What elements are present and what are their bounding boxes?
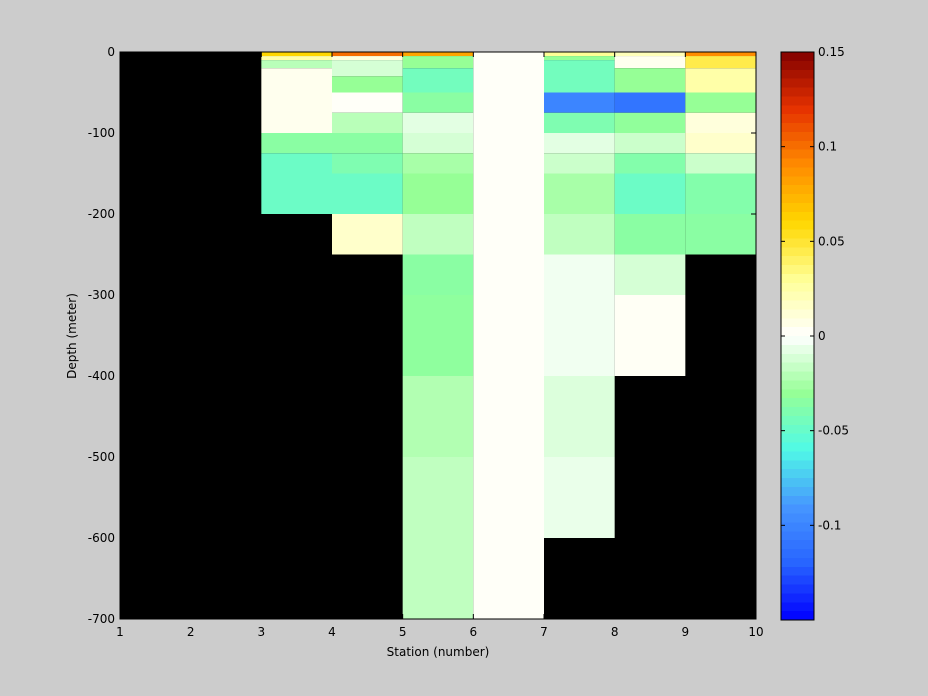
heatmap-cell	[332, 52, 403, 57]
heatmap-cell	[402, 68, 474, 93]
heatmap-cell	[402, 295, 474, 376]
heatmap-cell	[261, 56, 332, 61]
heatmap-cell	[685, 56, 756, 69]
heatmap-cell	[261, 153, 332, 214]
colorbar: 0.15 0.1 0.05 0 -0.05 -0.1	[780, 45, 849, 621]
heatmap-cell	[544, 457, 615, 538]
heatmap-cells	[261, 52, 756, 619]
colorbar-tick-label: -0.1	[818, 518, 841, 532]
heatmap-cell	[402, 457, 474, 619]
colorbar-tick-label: -0.05	[818, 424, 849, 438]
heatmap-cell	[402, 52, 474, 57]
heatmap-cell	[685, 92, 756, 113]
y-axis: 0 -100 -200 -300 -400 -500 -600 -700	[88, 45, 756, 626]
y-tick-label: -200	[88, 207, 115, 221]
heatmap-cell	[332, 56, 403, 61]
heatmap-cell	[332, 60, 403, 77]
colorbar-ticks: 0.15 0.1 0.05 0 -0.05 -0.1	[781, 45, 849, 532]
x-axis: 1 2 3 4 5 6 7 8 9 10	[116, 52, 764, 639]
heatmap-cell	[544, 133, 615, 154]
heatmap-cell	[614, 153, 686, 174]
x-tick-label: 7	[540, 625, 548, 639]
y-tick-label: -400	[88, 369, 115, 383]
x-tick-label: 4	[328, 625, 336, 639]
heatmap-cell	[402, 376, 474, 457]
heatmap-cell	[402, 56, 474, 69]
heatmap-cell	[544, 376, 615, 457]
heatmap-cell	[332, 92, 403, 113]
heatmap-cell	[614, 133, 686, 154]
heatmap-cell	[261, 52, 332, 57]
x-tick-label: 10	[748, 625, 763, 639]
heatmap-cell	[332, 133, 403, 154]
heatmap-cell	[544, 112, 615, 133]
x-tick-label: 1	[116, 625, 124, 639]
y-tick-label: -600	[88, 531, 115, 545]
x-tick-label: 3	[258, 625, 266, 639]
x-tick-label: 6	[470, 625, 478, 639]
heatmap-cell	[614, 295, 686, 376]
heatmap-cell	[544, 60, 615, 93]
heatmap-cell	[614, 112, 686, 133]
heatmap-cell	[614, 254, 686, 295]
heatmap-cell	[332, 173, 403, 214]
heatmap-cell	[332, 214, 403, 255]
y-axis-label: Depth (meter)	[65, 293, 79, 379]
heatmap-cell	[544, 214, 615, 255]
heatmap-cell	[261, 133, 332, 154]
heatmap-cell	[402, 112, 474, 133]
heatmap-cell	[685, 112, 756, 133]
heatmap-cell	[402, 153, 474, 174]
heatmap-cell	[614, 173, 686, 214]
x-tick-label: 8	[611, 625, 619, 639]
heatmap-cell	[332, 76, 403, 93]
heatmap-cell	[402, 254, 474, 295]
heatmap-cell	[685, 214, 756, 255]
heatmap-cell	[332, 153, 403, 174]
heatmap-cell	[544, 92, 615, 113]
heatmap-cell	[402, 173, 474, 214]
plot-frame	[119, 51, 757, 620]
plot-area	[119, 51, 757, 620]
heatmap-cell	[544, 254, 615, 376]
heatmap-cell	[614, 52, 686, 57]
colorbar-fill	[781, 52, 814, 620]
heatmap-cell	[261, 60, 332, 69]
x-axis-label: Station (number)	[387, 645, 490, 659]
heatmap-cell	[685, 133, 756, 154]
heatmap-cell	[473, 52, 544, 619]
heatmap-cell	[544, 52, 615, 57]
heatmap-cell	[614, 68, 686, 93]
x-tick-label: 9	[682, 625, 690, 639]
heatmap-cell	[332, 112, 403, 133]
colorbar-tick-label: 0.1	[818, 140, 837, 154]
heatmap-cell	[544, 173, 615, 214]
heatmap-cell	[685, 68, 756, 93]
heatmap-cell	[402, 214, 474, 255]
x-tick-label: 5	[399, 625, 407, 639]
heatmap-cell	[544, 153, 615, 174]
colorbar-tick-label: 0	[818, 329, 826, 343]
y-tick-label: -500	[88, 450, 115, 464]
heatmap-cell	[685, 173, 756, 214]
heatmap-cell	[544, 56, 615, 61]
heatmap-cell	[402, 92, 474, 113]
heatmap-cell	[685, 153, 756, 174]
y-tick-label: -700	[88, 612, 115, 626]
y-tick-label: 0	[107, 45, 115, 59]
colorbar-tick-label: 0.15	[818, 45, 845, 59]
heatmap-cell	[402, 133, 474, 154]
heatmap-cell	[261, 68, 332, 133]
x-tick-label: 2	[187, 625, 195, 639]
heatmap-cell	[614, 92, 686, 113]
y-tick-label: -300	[88, 288, 115, 302]
heatmap-cell	[614, 214, 686, 255]
y-tick-label: -100	[88, 126, 115, 140]
colorbar-tick-label: 0.05	[818, 234, 845, 248]
heatmap-cell	[614, 56, 686, 69]
heatmap-cell	[685, 52, 756, 57]
